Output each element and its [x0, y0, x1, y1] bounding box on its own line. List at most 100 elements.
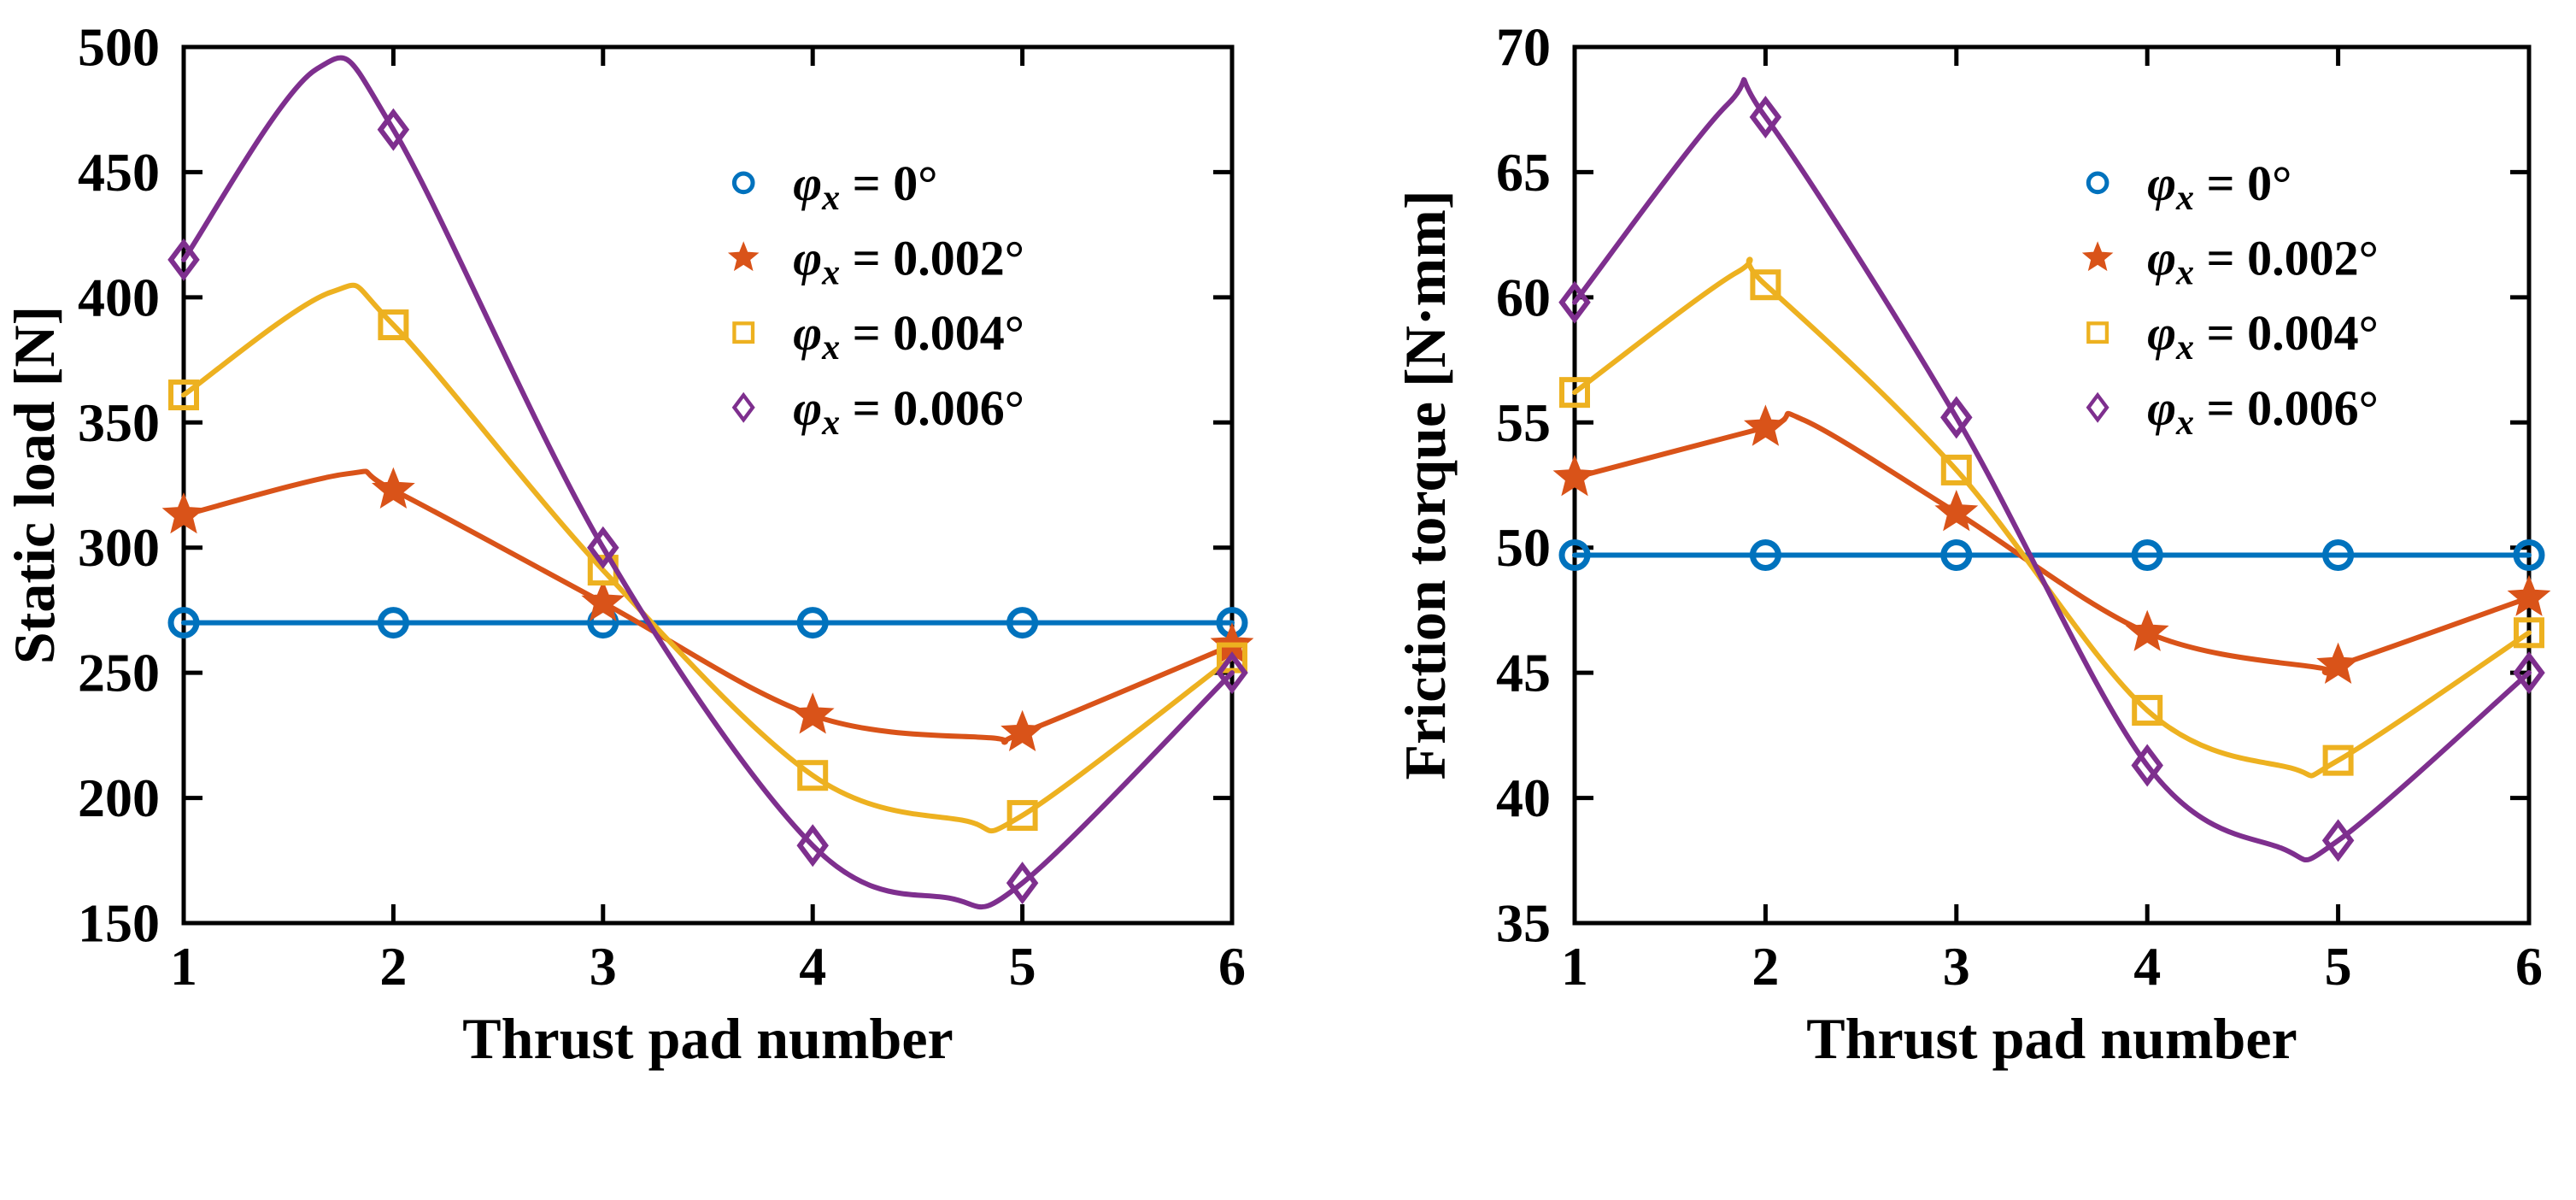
y-axis-label: Static load [N]	[2, 306, 67, 664]
y-tick-label: 400	[78, 267, 160, 327]
legend-entry: φx = 0.006°	[2086, 379, 2379, 443]
data-marker-circle	[1940, 539, 1973, 571]
data-marker-star	[161, 491, 206, 534]
legend-entry: φx = 0°	[2086, 155, 2291, 218]
data-marker-star	[2081, 241, 2114, 272]
x-tick-label: 6	[2515, 936, 2543, 997]
data-marker-square	[1940, 454, 1972, 485]
y-tick-label: 500	[78, 17, 160, 78]
data-marker-diamond	[167, 238, 200, 281]
data-marker-diamond	[377, 108, 410, 151]
legend-label: φx = 0.006°	[2147, 379, 2379, 442]
data-marker-diamond	[1558, 280, 1591, 324]
y-axis-label: Friction torque [N·mm]	[1393, 191, 1458, 780]
x-tick-label: 5	[1009, 936, 1036, 997]
x-tick-label: 2	[379, 936, 407, 997]
data-marker-star	[2507, 574, 2551, 616]
legend: φx = 0° φx = 0.002° φx = 0.004° φx = 0.006°	[727, 155, 1024, 443]
series-curve-phi-0004	[181, 282, 1235, 834]
plot-frame	[181, 44, 1235, 926]
y-tick-label: 60	[1496, 267, 1551, 327]
x-tick-label: 5	[2325, 936, 2352, 997]
data-marker-circle	[167, 607, 200, 639]
legend-label: φx = 0.002°	[793, 230, 1024, 293]
y-tick-label: 45	[1496, 643, 1551, 703]
x-tick-label: 3	[590, 936, 617, 997]
data-marker-square	[2132, 695, 2163, 726]
legend-label: φx = 0.006°	[793, 379, 1024, 442]
data-marker-square	[168, 379, 199, 411]
series-curve-phi-0004	[1572, 256, 2532, 779]
data-marker-square	[1750, 269, 1781, 301]
series-curve-phi-0002	[1572, 410, 2532, 676]
data-marker-star	[371, 467, 415, 509]
y-tick-label: 70	[1496, 17, 1551, 78]
data-marker-square	[2086, 321, 2110, 344]
series-curve-phi-0006	[1572, 77, 2532, 862]
data-marker-diamond	[2086, 391, 2110, 423]
data-marker-star	[581, 579, 625, 621]
legend: φx = 0° φx = 0.002° φx = 0.004° φx = 0.006°	[2081, 155, 2379, 443]
data-marker-star	[790, 692, 835, 734]
legend-label: φx = 0.004°	[2147, 305, 2379, 368]
data-marker-diamond	[1216, 651, 1248, 695]
x-tick-label: 2	[1752, 936, 1779, 997]
data-marker-diamond	[2513, 651, 2545, 695]
data-marker-diamond	[2321, 819, 2355, 862]
x-tick-label: 3	[1943, 936, 1970, 997]
data-marker-square	[797, 760, 829, 791]
y-tick-label: 35	[1496, 893, 1551, 954]
y-tick-label: 150	[78, 893, 160, 954]
legend-entry: φx = 0.004°	[2086, 305, 2379, 368]
y-tick-label: 55	[1496, 392, 1551, 453]
data-marker-circle	[1558, 539, 1591, 571]
legend-label: φx = 0°	[793, 155, 937, 218]
data-marker-square	[1559, 377, 1590, 409]
data-marker-diamond	[731, 391, 755, 423]
x-tick-label: 4	[799, 936, 826, 997]
plot-frame	[1572, 44, 2532, 926]
data-marker-star	[1743, 404, 1787, 446]
y-tick-label: 350	[78, 392, 160, 453]
data-marker-star	[1934, 490, 1979, 532]
data-marker-circle	[2513, 539, 2545, 571]
static-load-chart: 1 2 3 4 5 6 150 200 250 300 350 400 450 500 Thrust pad…	[2, 17, 1254, 1071]
data-marker-circle	[1749, 539, 1781, 571]
data-marker-square	[1006, 800, 1038, 832]
data-marker-diamond	[1749, 96, 1782, 138]
data-marker-diamond	[1940, 396, 1973, 439]
legend-entry: φx = 0.002°	[2081, 230, 2379, 293]
data-marker-square	[2514, 617, 2544, 649]
data-marker-circle	[2322, 539, 2355, 571]
data-marker-star	[2316, 642, 2361, 684]
series-curve-phi-0006	[181, 55, 1235, 910]
data-marker-star	[727, 241, 760, 272]
data-marker-star	[2125, 609, 2169, 651]
legend-entry: φx = 0°	[731, 155, 937, 218]
y-tick-label: 250	[78, 643, 160, 703]
y-tick-label: 65	[1496, 142, 1551, 203]
data-marker-square	[2322, 744, 2354, 776]
data-marker-circle	[2131, 539, 2163, 571]
data-marker-square	[378, 309, 409, 341]
data-marker-circle	[1006, 607, 1039, 639]
legend-entry: φx = 0.002°	[727, 230, 1024, 293]
legend-label: φx = 0.002°	[2147, 230, 2379, 293]
data-marker-diamond	[587, 526, 619, 569]
x-axis-label: Thrust pad number	[1806, 1006, 2297, 1071]
y-tick-label: 50	[1496, 517, 1551, 578]
y-tick-label: 40	[1496, 768, 1551, 828]
data-marker-circle	[796, 607, 829, 639]
data-marker-circle	[2086, 171, 2110, 195]
data-marker-diamond	[2131, 744, 2163, 787]
x-axis-label: Thrust pad number	[462, 1006, 953, 1071]
x-tick-label: 4	[2133, 936, 2161, 997]
legend-entry: φx = 0.006°	[731, 379, 1024, 443]
series-curve-phi-0002	[181, 468, 1235, 745]
y-tick-label: 450	[78, 142, 160, 203]
legend-entry: φx = 0.004°	[732, 305, 1024, 368]
data-marker-circle	[731, 171, 755, 195]
